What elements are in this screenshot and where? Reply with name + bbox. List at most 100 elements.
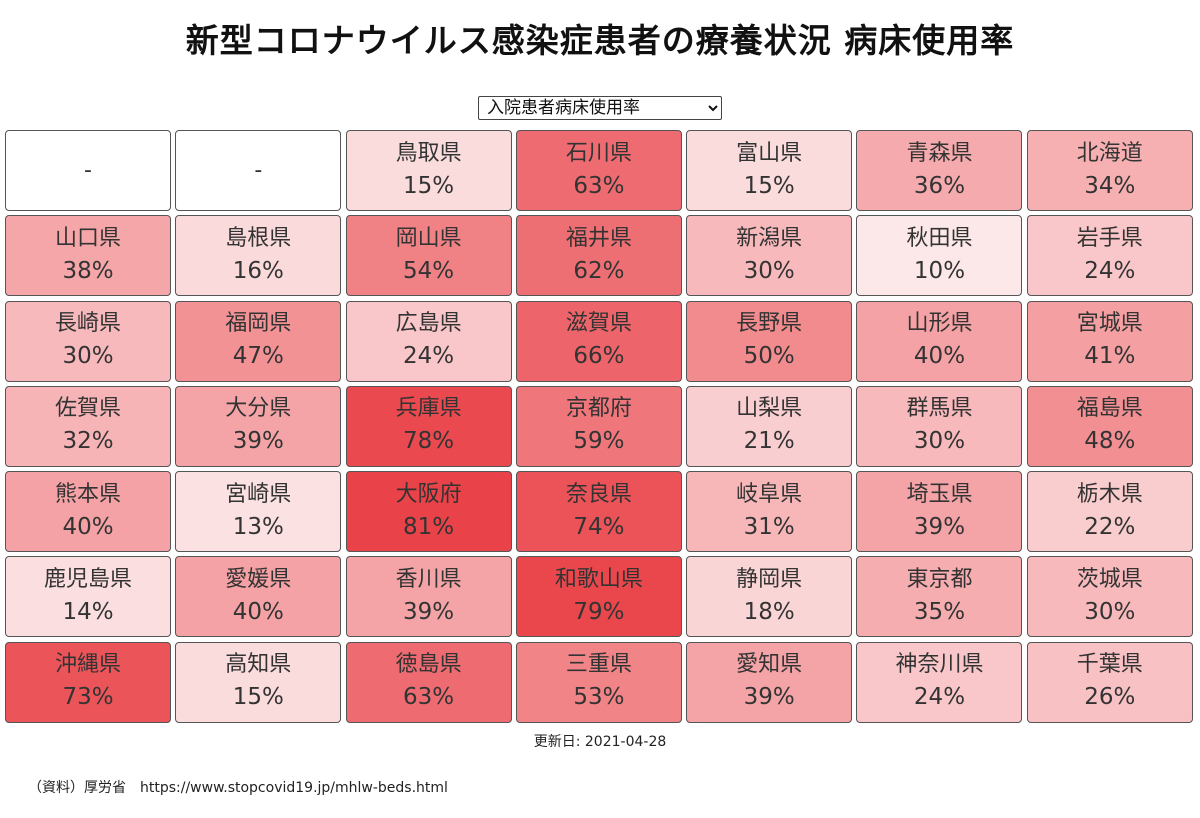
prefecture-cell: 山口県 38%	[5, 215, 171, 297]
prefecture-cell: 奈良県 74%	[515, 471, 682, 553]
bed-usage-rate: 34%	[1084, 172, 1136, 199]
prefecture-cell: 北海道 34%	[1026, 130, 1193, 211]
prefecture-name: 茨城県	[1076, 566, 1143, 592]
bed-usage-rate: 81%	[403, 513, 455, 540]
prefecture-name: 愛知県	[736, 652, 803, 678]
prefecture-name: 佐賀県	[54, 396, 121, 422]
bed-usage-rate: 50%	[743, 343, 795, 370]
bed-usage-rate: 30%	[62, 343, 114, 370]
bed-usage-rate: 22%	[1084, 513, 1136, 540]
prefecture-name: 岩手県	[1076, 225, 1143, 251]
bed-usage-rate: 39%	[232, 428, 284, 455]
source-note: （資料）厚労省 https://www.stopcovid19.jp/mhlw-…	[28, 780, 448, 796]
prefecture-name: 富山県	[736, 140, 803, 166]
prefecture-cell: 広島県 24%	[345, 300, 512, 382]
prefecture-grid: - - 鳥取県 15% 石川県 63% 富山県 15% 青森県 36% 北海道 34% 山口県 38% 島根…	[5, 130, 1193, 723]
prefecture-cell: 秋田県 10%	[856, 215, 1023, 297]
prefecture-cell: 鹿児島県 14%	[5, 556, 171, 638]
prefecture-cell: 長野県 50%	[686, 300, 853, 382]
prefecture-name: 大阪府	[395, 481, 462, 507]
bed-usage-rate: 38%	[62, 257, 114, 284]
bed-usage-rate: 53%	[573, 684, 625, 711]
bed-usage-rate: 40%	[232, 598, 284, 625]
prefecture-cell: 岩手県 24%	[1026, 215, 1193, 297]
prefecture-cell: 茨城県 30%	[1026, 556, 1193, 638]
prefecture-name: 熊本県	[54, 481, 121, 507]
prefecture-cell: 愛知県 39%	[686, 641, 853, 723]
prefecture-name: 東京都	[906, 566, 973, 592]
prefecture-cell: 千葉県 26%	[1026, 641, 1193, 723]
prefecture-name: 長野県	[736, 311, 803, 337]
prefecture-cell: 石川県 63%	[515, 130, 682, 211]
prefecture-name: 香川県	[395, 566, 462, 592]
prefecture-name: 三重県	[565, 652, 632, 678]
bed-usage-rate: 66%	[573, 343, 625, 370]
prefecture-name: 山口県	[54, 225, 121, 251]
prefecture-name: 京都府	[565, 396, 632, 422]
metric-selector-wrap: 入院患者病床使用率	[478, 96, 722, 120]
prefecture-name: 石川県	[565, 140, 632, 166]
prefecture-cell: 青森県 36%	[856, 130, 1023, 211]
bed-usage-rate: 18%	[743, 598, 795, 625]
prefecture-name: 埼玉県	[906, 481, 973, 507]
bed-usage-rate: 24%	[1084, 257, 1136, 284]
prefecture-name: 広島県	[395, 311, 462, 337]
prefecture-cell: 山形県 40%	[856, 300, 1023, 382]
prefecture-cell: 大阪府 81%	[345, 471, 512, 553]
bed-usage-rate: 30%	[913, 428, 966, 455]
prefecture-cell: 神奈川県 24%	[856, 641, 1023, 723]
prefecture-name: -	[254, 157, 263, 183]
prefecture-cell: 高知県 15%	[175, 641, 342, 723]
bed-usage-rate: 14%	[62, 598, 114, 625]
prefecture-name: 和歌山県	[554, 566, 643, 592]
bed-usage-rate: 26%	[1084, 684, 1136, 711]
bed-usage-rate: 78%	[403, 428, 455, 455]
prefecture-cell: 愛媛県 40%	[175, 556, 342, 638]
bed-usage-rate: 31%	[743, 513, 795, 540]
prefecture-cell: 東京都 35%	[856, 556, 1023, 638]
prefecture-cell: 熊本県 40%	[5, 471, 171, 553]
prefecture-cell: 栃木県 22%	[1026, 471, 1193, 553]
page-title: 新型コロナウイルス感染症患者の療養状況 病床使用率	[185, 21, 1015, 60]
metric-selector[interactable]: 入院患者病床使用率	[478, 96, 722, 120]
prefecture-name: 群馬県	[906, 396, 973, 422]
bed-usage-rate: 48%	[1084, 428, 1136, 455]
prefecture-cell: 福井県 62%	[515, 215, 682, 297]
bed-usage-rate: 39%	[403, 598, 455, 625]
prefecture-cell: 新潟県 30%	[686, 215, 853, 297]
prefecture-cell: 大分県 39%	[175, 385, 342, 467]
prefecture-name: 大分県	[225, 396, 292, 422]
prefecture-cell: -	[5, 130, 171, 211]
bed-usage-rate: 62%	[573, 257, 625, 284]
bed-usage-rate: 41%	[1084, 343, 1136, 370]
prefecture-cell: 香川県 39%	[345, 556, 512, 638]
bed-usage-rate: 63%	[573, 172, 625, 199]
prefecture-name: 青森県	[906, 140, 973, 166]
prefecture-cell: 滋賀県 66%	[515, 300, 682, 382]
bed-usage-rate: 39%	[913, 513, 966, 540]
bed-usage-rate: 40%	[62, 513, 114, 540]
prefecture-name: 岡山県	[395, 225, 462, 251]
prefecture-name: 神奈川県	[895, 652, 984, 678]
prefecture-cell: 沖縄県 73%	[5, 641, 171, 723]
prefecture-cell: 宮城県 41%	[1026, 300, 1193, 382]
prefecture-name: 栃木県	[1076, 481, 1143, 507]
prefecture-name: 岐阜県	[736, 481, 803, 507]
bed-usage-rate: 35%	[913, 598, 966, 625]
prefecture-name: 山梨県	[736, 396, 803, 422]
prefecture-name: 沖縄県	[54, 652, 121, 678]
bed-usage-rate: 16%	[232, 257, 284, 284]
prefecture-name: 福井県	[565, 225, 632, 251]
prefecture-name: 鳥取県	[395, 140, 462, 166]
prefecture-name: 北海道	[1076, 140, 1143, 166]
prefecture-name: 長崎県	[54, 311, 121, 337]
prefecture-name: 山形県	[906, 311, 973, 337]
bed-usage-rate: 15%	[403, 172, 455, 199]
prefecture-name: 千葉県	[1076, 652, 1143, 678]
prefecture-cell: 岡山県 54%	[345, 215, 512, 297]
prefecture-name: 福岡県	[225, 311, 292, 337]
prefecture-cell: 群馬県 30%	[856, 385, 1023, 467]
prefecture-name: 徳島県	[395, 652, 462, 678]
prefecture-name: 福島県	[1076, 396, 1143, 422]
prefecture-name: 島根県	[225, 225, 292, 251]
